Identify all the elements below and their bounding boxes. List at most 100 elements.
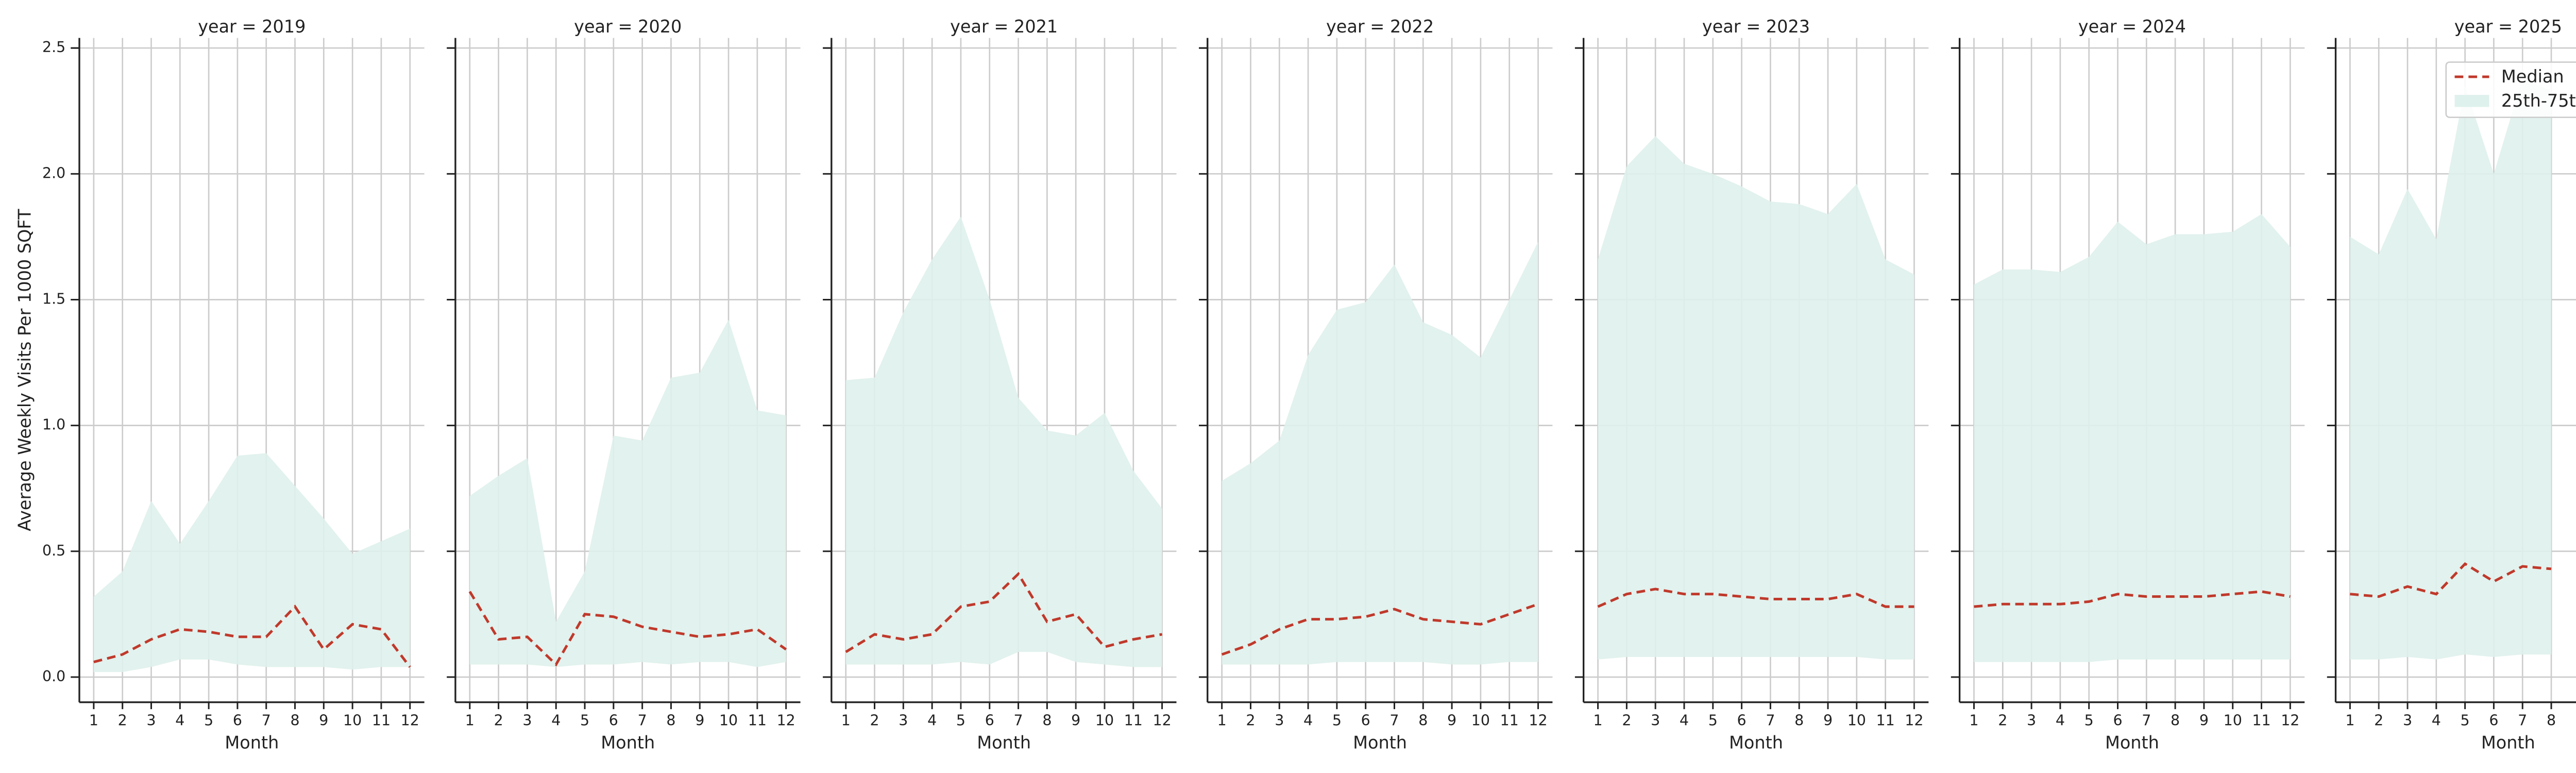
x-tick-label: 9 <box>2199 712 2209 729</box>
legend-swatch <box>2454 95 2489 107</box>
y-tick-label: 0.0 <box>42 668 65 685</box>
x-tick-label: 7 <box>2518 712 2527 729</box>
x-tick-label: 10 <box>719 712 738 729</box>
x-tick-label: 12 <box>1153 712 1171 729</box>
x-tick-label: 8 <box>666 712 675 729</box>
x-tick-label: 12 <box>401 712 419 729</box>
x-tick-label: 4 <box>1303 712 1313 729</box>
x-tick-label: 6 <box>985 712 994 729</box>
x-tick-label: 1 <box>1969 712 1978 729</box>
x-tick-label: 1 <box>1594 712 1603 729</box>
y-axis-label: Average Weekly Visits Per 1000 SQFT <box>15 209 35 531</box>
facet-title: year = 2024 <box>2078 16 2186 37</box>
median-line <box>2350 562 2552 598</box>
x-tick-label: 5 <box>1708 712 1718 729</box>
x-tick-label: 7 <box>1389 712 1399 729</box>
x-tick-label: 3 <box>2403 712 2412 729</box>
facet-title: year = 2019 <box>198 16 306 37</box>
x-tick-label: 6 <box>233 712 242 729</box>
x-tick-label: 12 <box>777 712 795 729</box>
median-line <box>468 591 787 667</box>
y-tick-label: 1.0 <box>42 416 65 433</box>
percentile-band <box>1222 242 1538 665</box>
x-tick-label: 8 <box>1418 712 1428 729</box>
x-tick-label: 5 <box>2084 712 2094 729</box>
percentile-band <box>1974 214 2291 662</box>
x-tick-label: 6 <box>1361 712 1370 729</box>
x-tick-label: 12 <box>1529 712 1547 729</box>
percentile-band <box>845 216 1162 667</box>
x-tick-label: 3 <box>146 712 156 729</box>
median-line <box>93 604 411 668</box>
x-tick-label: 1 <box>89 712 98 729</box>
facet-title: year = 2025 <box>2454 16 2562 37</box>
x-tick-label: 2 <box>1622 712 1631 729</box>
x-tick-label: 1 <box>841 712 851 729</box>
x-tick-label: 11 <box>1500 712 1519 729</box>
x-tick-label: 6 <box>2489 712 2498 729</box>
x-tick-label: 7 <box>1014 712 1023 729</box>
x-tick-label: 7 <box>1766 712 1775 729</box>
x-tick-label: 5 <box>204 712 213 729</box>
x-tick-label: 5 <box>580 712 589 729</box>
legend-label: Median <box>2501 66 2564 87</box>
x-tick-label: 6 <box>609 712 618 729</box>
x-tick-label: 3 <box>899 712 908 729</box>
x-tick-label: 5 <box>1332 712 1342 729</box>
x-tick-label: 2 <box>118 712 127 729</box>
x-tick-label: 8 <box>290 712 299 729</box>
x-tick-label: 7 <box>2142 712 2151 729</box>
x-tick-label: 9 <box>1071 712 1080 729</box>
x-tick-label: 3 <box>2027 712 2036 729</box>
x-tick-label: 3 <box>1651 712 1660 729</box>
x-tick-label: 3 <box>522 712 532 729</box>
x-axis-label: Month <box>977 733 1031 753</box>
x-tick-label: 9 <box>319 712 328 729</box>
x-tick-label: 7 <box>262 712 271 729</box>
percentile-band <box>469 320 786 667</box>
median-line <box>1974 590 2291 608</box>
x-tick-label: 2 <box>870 712 879 729</box>
x-axis-label: Month <box>2481 733 2535 753</box>
x-tick-label: 2 <box>1998 712 2007 729</box>
x-tick-label: 9 <box>695 712 704 729</box>
x-tick-label: 10 <box>1848 712 1866 729</box>
x-tick-label: 11 <box>372 712 391 729</box>
percentile-band <box>1598 136 1914 660</box>
x-tick-label: 5 <box>2461 712 2470 729</box>
x-axis-label: Month <box>1729 733 1783 753</box>
x-tick-label: 11 <box>2252 712 2270 729</box>
percentile-band <box>93 453 410 673</box>
y-tick-label: 0.5 <box>42 542 65 559</box>
median-line <box>1597 587 1914 608</box>
x-tick-label: 10 <box>1471 712 1490 729</box>
y-tick-label: 2.0 <box>42 164 65 181</box>
x-tick-label: 12 <box>1905 712 1923 729</box>
x-tick-label: 8 <box>1794 712 1804 729</box>
legend-label: 25th-75th Percentile <box>2501 91 2576 111</box>
x-tick-label: 12 <box>2281 712 2299 729</box>
x-tick-label: 4 <box>1680 712 1689 729</box>
x-tick-label: 9 <box>1823 712 1833 729</box>
x-axis-label: Month <box>601 733 655 753</box>
median-line <box>845 572 1163 653</box>
x-tick-label: 6 <box>1737 712 1747 729</box>
x-tick-label: 2 <box>494 712 503 729</box>
x-axis-label: Month <box>1353 733 1407 753</box>
x-tick-label: 1 <box>1217 712 1227 729</box>
x-tick-label: 4 <box>175 712 184 729</box>
x-tick-label: 8 <box>2547 712 2556 729</box>
x-tick-label: 6 <box>2113 712 2122 729</box>
x-tick-label: 10 <box>343 712 362 729</box>
x-tick-label: 8 <box>1042 712 1052 729</box>
x-tick-label: 1 <box>2345 712 2354 729</box>
y-tick-label: 2.5 <box>42 39 65 56</box>
x-tick-label: 11 <box>1876 712 1895 729</box>
